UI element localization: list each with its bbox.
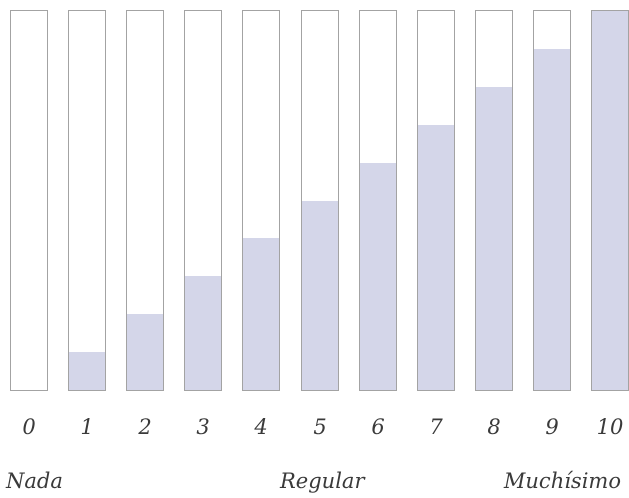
rating-level-fill (69, 352, 105, 390)
rating-number-label: 8 (487, 415, 501, 439)
rating-level-fill (418, 124, 454, 390)
rating-level-fill (476, 86, 512, 390)
rating-option-3[interactable] (184, 10, 222, 391)
scale-anchor-high: Muchísimo (503, 469, 621, 493)
rating-option-5[interactable] (301, 10, 339, 391)
rating-number-label: 9 (545, 415, 559, 439)
rating-number-label: 0 (22, 415, 36, 439)
rating-option-9[interactable] (533, 10, 571, 391)
rating-option-10[interactable] (591, 10, 629, 391)
rating-number-label: 10 (596, 415, 624, 439)
rating-level-fill (127, 314, 163, 390)
rating-option-7[interactable] (417, 10, 455, 391)
rating-level-fill (185, 276, 221, 390)
rating-option-4[interactable] (242, 10, 280, 391)
rating-number-label: 3 (196, 415, 210, 439)
rating-level-fill (534, 48, 570, 390)
rating-number-label: 1 (80, 415, 94, 439)
rating-option-6[interactable] (359, 10, 397, 391)
rating-number-label: 5 (313, 415, 327, 439)
rating-number-label: 7 (429, 415, 443, 439)
rating-option-0[interactable] (10, 10, 48, 391)
rating-level-fill (592, 11, 628, 390)
rating-number-label: 6 (371, 415, 385, 439)
rating-level-fill (302, 200, 338, 390)
rating-level-fill (243, 238, 279, 390)
rating-level-fill (360, 162, 396, 390)
rating-number-label: 2 (138, 415, 152, 439)
rating-option-2[interactable] (126, 10, 164, 391)
rating-option-1[interactable] (68, 10, 106, 391)
rating-option-8[interactable] (475, 10, 513, 391)
scale-anchor-low: Nada (6, 469, 63, 493)
rating-number-label: 4 (254, 415, 268, 439)
scale-anchor-mid: Regular (280, 469, 365, 493)
